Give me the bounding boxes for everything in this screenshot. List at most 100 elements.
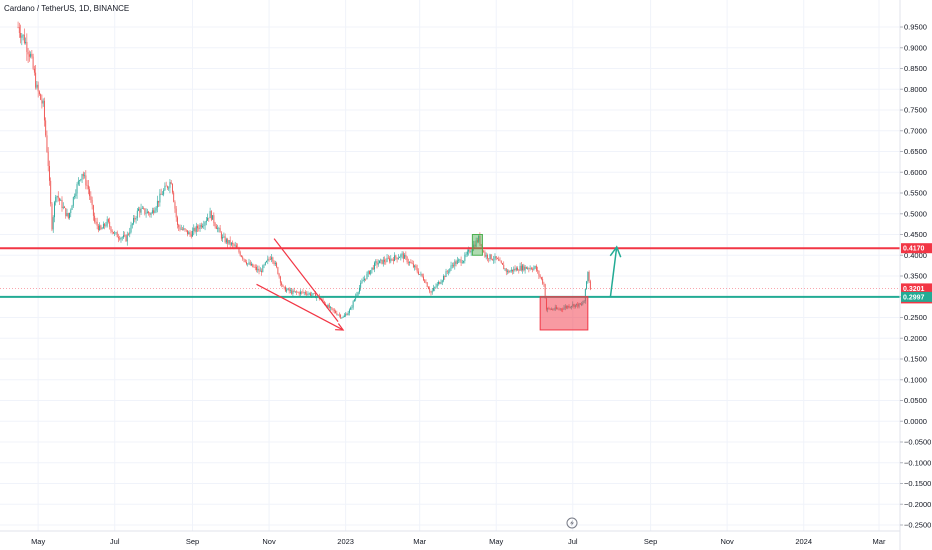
candle-body	[166, 186, 168, 188]
candle-body	[100, 225, 102, 230]
candle-body	[52, 217, 54, 230]
candle-body	[510, 269, 512, 272]
candle-body	[294, 291, 296, 293]
candle-body	[90, 196, 92, 200]
candle-body	[453, 265, 455, 267]
candle-body	[208, 217, 210, 219]
candle-body	[458, 259, 460, 261]
time-axis[interactable]: May Jul Sep Nov 2023 Mar May Jul Sep Nov 2024 Mar	[31, 517, 886, 546]
candle-body	[445, 271, 447, 278]
candle-body	[163, 190, 165, 195]
green-highlight-box	[471, 234, 483, 256]
candle-body	[412, 263, 414, 268]
candle-body	[81, 173, 83, 180]
candle-body	[138, 208, 139, 211]
candle-body	[362, 280, 364, 282]
y-tick-label: −0.0500	[904, 438, 931, 447]
candle-body	[389, 258, 390, 262]
price-tag-value: 0.2997	[903, 294, 925, 301]
price-axis[interactable]: 0.9500 0.9000 0.8500 0.8000 0.7500 0.7000 0.65…	[900, 23, 931, 530]
x-tick-label: May	[31, 537, 45, 546]
candle-body	[76, 184, 78, 194]
candle-body	[522, 265, 524, 271]
candle-body	[55, 196, 57, 203]
candle-body	[333, 310, 335, 312]
candle-body	[18, 27, 20, 34]
candle-body	[111, 231, 113, 233]
candle-body	[385, 261, 387, 263]
candle-body	[486, 254, 488, 259]
price-tag-bg	[901, 243, 932, 254]
x-tick-label: Jul	[568, 537, 578, 546]
candle-body	[302, 291, 304, 293]
candle-body	[411, 263, 413, 264]
candle-body	[165, 185, 167, 187]
candle-body	[533, 267, 535, 270]
candle-body	[86, 185, 88, 186]
candle-body	[456, 260, 458, 264]
candle-body	[178, 225, 180, 228]
candle-body	[155, 207, 157, 211]
candle-body	[288, 288, 290, 291]
candle-body	[200, 224, 202, 228]
candle-body	[371, 267, 373, 271]
candle-body	[336, 313, 338, 315]
candle-body	[322, 299, 324, 302]
candle-body	[351, 307, 353, 309]
candle-body	[431, 290, 433, 293]
candle-body	[535, 266, 537, 271]
candle-body	[537, 270, 539, 271]
candle-body	[352, 301, 354, 308]
candle-body	[404, 254, 406, 259]
candle-body	[119, 238, 121, 240]
candle-body	[379, 260, 380, 264]
candle-body	[345, 314, 347, 316]
candle-body	[203, 225, 205, 227]
candle-body	[525, 266, 527, 269]
candle-body	[75, 193, 77, 197]
candle-body	[524, 266, 526, 271]
candle-body	[401, 253, 403, 255]
candle-body	[149, 213, 151, 215]
candle-body	[380, 259, 382, 261]
candle-body	[194, 228, 196, 232]
candle-body	[407, 262, 409, 263]
candle-body	[48, 166, 50, 181]
candle-body	[97, 225, 99, 231]
candle-body	[46, 135, 48, 152]
candle-body	[50, 180, 52, 204]
candle-body	[141, 208, 143, 209]
candle-body	[183, 228, 185, 230]
y-tick-label: 0.7500	[904, 106, 927, 115]
candle-body	[129, 232, 131, 235]
candle-body	[64, 206, 65, 208]
candle-body	[120, 237, 122, 240]
candle-body	[37, 84, 39, 92]
candle-body	[99, 225, 101, 231]
candle-body	[480, 244, 482, 246]
candle-body	[170, 182, 172, 185]
candle-body	[140, 208, 142, 213]
candle-body	[266, 260, 268, 263]
candle-body	[224, 236, 226, 243]
price-tag-value: 0.3201	[903, 286, 925, 293]
x-tick-label: Jul	[110, 537, 120, 546]
candle-body	[82, 173, 84, 177]
candle-body	[469, 249, 471, 253]
candle-body	[515, 267, 517, 271]
candle-body	[514, 268, 516, 271]
candle-body	[341, 317, 343, 319]
candle-body	[134, 217, 136, 220]
candle-body	[426, 282, 428, 287]
candle-body	[28, 54, 30, 57]
candle-body	[33, 68, 35, 73]
y-tick-label: −0.2000	[904, 500, 931, 509]
candle-body	[495, 256, 497, 259]
candle-body	[429, 289, 431, 292]
candle-body	[254, 266, 256, 268]
candle-body	[22, 34, 24, 36]
candle-body	[175, 208, 177, 218]
candle-body	[213, 215, 215, 224]
candle-body	[212, 215, 214, 220]
